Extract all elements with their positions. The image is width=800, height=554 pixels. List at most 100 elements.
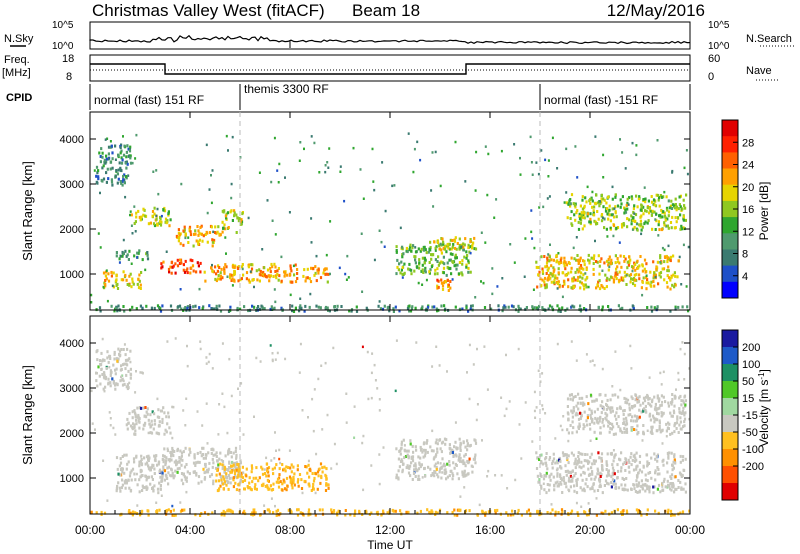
power-feature-12 [565,193,688,232]
nave-label: Nave [746,65,772,77]
cpid-segment-1: normal (fast) 151 RF [94,93,204,107]
freq-tick-top: 18 [62,53,74,65]
velocity-ytick-label-1: 2000 [60,428,84,440]
noise-left-tick-top: 10^5 [52,20,74,31]
power-colorbar-tick-label-0: 28 [742,137,754,149]
nave-tick-bottom: 0 [708,71,714,83]
velocity-colorbar-tick-label-0: 200 [742,342,760,354]
velocity-heatmap [90,337,691,517]
power-colorbar-tick-label-6: 4 [742,271,748,283]
velocity-ylabel: Slant Range [km] [20,365,35,465]
power-colorbar-swatch-3 [722,168,738,186]
velocity-feature-1 [125,406,172,436]
power-ytick-label-1: 2000 [60,224,84,236]
cpid-segment-2: themis 3300 RF [244,82,329,96]
freq-label-2: [MHz] [2,67,31,79]
cpid-label: CPID [6,92,32,104]
velocity-colorbar-tick-label-3: 15 [742,393,754,405]
noise-right-label: N.Search [746,33,792,45]
velocity-ytick-label-0: 1000 [60,473,84,485]
xtick-label-5: 20:00 [575,523,605,537]
power-colorbar-tick-label-1: 24 [742,160,754,172]
velocity-feature-0 [95,347,133,391]
power-colorbar-swatch-2 [722,152,738,170]
velocity-colorbar-tick-label-1: 100 [742,359,760,371]
power-colorbar-swatch-9 [722,265,738,283]
nave-tick-top: 60 [708,53,720,65]
frequency-trace [90,63,690,75]
power-feature-0 [95,143,133,187]
power-colorbar-tick-label-5: 8 [742,249,748,261]
power-colorbar-swatch-4 [722,184,738,202]
power-feature-5 [102,270,143,290]
power-ylabel: Slant Range [km] [20,161,35,261]
velocity-colorbar-swatch-7 [722,449,738,467]
velocity-colorbar-tick-label-5: -50 [742,427,758,439]
xtick-label-1: 04:00 [175,523,205,537]
power-ytick-label-3: 4000 [60,134,84,146]
power-feature-2 [115,249,150,262]
date-label: 12/May/2016 [607,1,705,20]
power-colorbar-label: Power [dB] [757,182,771,241]
xtick-label-6: 00:00 [675,523,705,537]
power-feature-1 [130,206,172,228]
velocity-feature-7 [566,392,687,436]
velocity-colorbar-swatch-9 [722,483,738,501]
velocity-colorbar-swatch-1 [722,347,738,365]
noise-left-tick-bottom: 10^0 [52,41,74,52]
velocity-colorbar-swatch-5 [722,415,738,433]
beam-label: Beam 18 [352,1,420,20]
power-scatter [90,132,690,304]
power-colorbar-swatch-8 [722,249,738,267]
power-feature-6 [203,262,330,284]
power-colorbar-tick-label-4: 12 [742,226,754,238]
velocity-colorbar-label-main: Velocity [m s [757,380,771,447]
x-axis-label: Time UT [367,538,413,552]
velocity-feature-5 [395,437,478,481]
velocity-colorbar-tick-label-4: -15 [742,410,758,422]
station-title: Christmas Valley West (fitACF) [92,1,325,20]
freq-tick-bottom: 8 [66,71,72,83]
power-feature-13 [95,304,690,313]
velocity-colorbar-label-end: ] [757,369,771,372]
velocity-ytick-label-3: 4000 [60,338,84,350]
power-feature-10 [436,278,452,292]
velocity-scatter [90,337,691,508]
power-colorbar-swatch-7 [722,233,738,250]
power-colorbar: 28 24 20 16 12 8 4 [721,119,754,299]
xtick-label-4: 16:00 [475,523,505,537]
power-colorbar-swatch-0 [722,120,738,137]
noise-right-tick-bottom: 10^0 [708,41,730,52]
power-colorbar-swatch-6 [722,217,738,234]
velocity-colorbar-swatch-6 [722,432,738,450]
freq-panel-frame [89,54,691,82]
velocity-feature-6 [535,451,687,495]
velocity-feature-2 [115,453,167,495]
power-feature-9 [428,236,478,252]
freq-label-1: Freq. [4,54,30,66]
velocity-colorbar-swatch-2 [722,364,738,382]
velocity-colorbar-label-exp: -1 [757,372,766,380]
velocity-colorbar-tick-label-7: -200 [742,461,764,473]
noise-right-tick-top: 10^5 [708,20,730,31]
power-ytick-label-0: 1000 [60,269,84,281]
velocity-feature-3 [160,446,242,486]
velocity-colorbar-tick-label-6: -100 [742,444,764,456]
xtick-label-0: 00:00 [75,523,105,537]
velocity-ytick-label-2: 3000 [60,383,84,395]
power-colorbar-swatch-10 [722,281,738,299]
power-feature-8 [395,242,472,277]
velocity-colorbar-swatch-4 [722,398,738,416]
velocity-feature-4 [215,462,330,493]
power-feature-7 [221,209,244,234]
velocity-colorbar-swatch-0 [722,330,738,348]
velocity-colorbar-swatch-8 [722,466,738,484]
power-colorbar-swatch-1 [722,136,738,153]
velocity-colorbar-swatch-3 [722,381,738,399]
noise-sky-trace [89,34,690,45]
power-ytick-label-2: 3000 [60,179,84,191]
power-heatmap [90,132,690,313]
velocity-colorbar-tick-label-2: 50 [742,376,754,388]
power-feature-3 [160,258,202,275]
